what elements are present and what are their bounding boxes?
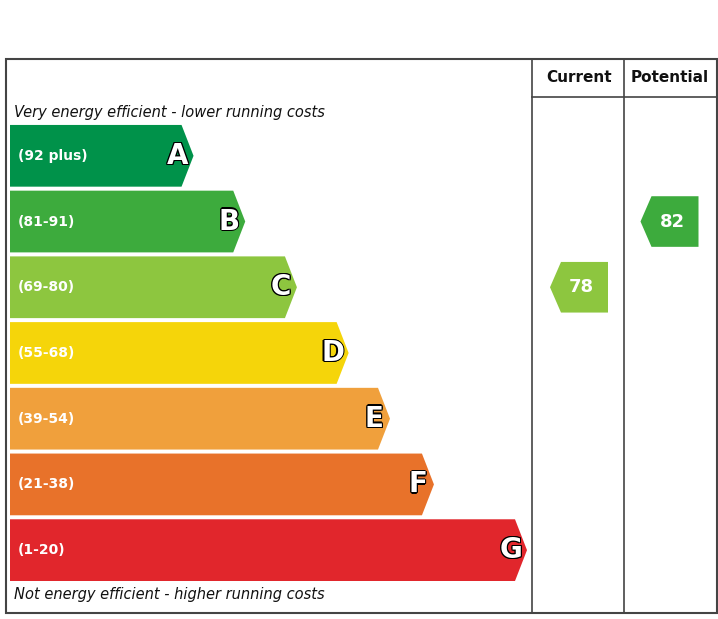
Text: D: D [322, 338, 345, 366]
Text: A: A [167, 141, 188, 168]
Text: G: G [500, 537, 523, 565]
Text: Not energy efficient - higher running costs: Not energy efficient - higher running co… [14, 587, 325, 602]
Text: (21-38): (21-38) [18, 477, 75, 491]
Text: F: F [409, 472, 427, 500]
Text: C: C [270, 274, 290, 302]
Text: A: A [167, 143, 188, 171]
Text: G: G [500, 535, 523, 563]
Text: E: E [364, 405, 383, 433]
Polygon shape [10, 256, 297, 318]
Text: A: A [166, 142, 187, 170]
Text: B: B [218, 207, 239, 235]
Text: D: D [321, 340, 344, 368]
Text: A: A [168, 142, 190, 170]
Text: G: G [499, 537, 521, 565]
Text: G: G [501, 536, 523, 564]
Text: C: C [271, 273, 291, 301]
Text: G: G [500, 537, 523, 565]
Text: G: G [498, 536, 521, 564]
Text: F: F [409, 470, 427, 498]
Polygon shape [10, 322, 349, 384]
Polygon shape [640, 196, 699, 247]
Text: A: A [167, 142, 189, 171]
Text: E: E [365, 404, 383, 431]
Text: B: B [218, 207, 238, 236]
Text: A: A [166, 142, 187, 171]
Text: (1-20): (1-20) [18, 543, 65, 557]
Polygon shape [10, 454, 434, 515]
Polygon shape [10, 388, 390, 449]
Text: C: C [269, 273, 290, 301]
Text: E: E [365, 406, 383, 434]
Text: E: E [365, 404, 384, 432]
Text: A: A [166, 141, 187, 169]
Text: B: B [219, 207, 240, 236]
Text: B: B [219, 209, 240, 236]
Text: F: F [409, 469, 427, 497]
Text: (55-68): (55-68) [18, 346, 75, 360]
Polygon shape [10, 191, 246, 253]
Text: C: C [270, 272, 290, 300]
Text: B: B [220, 207, 241, 235]
Text: G: G [500, 536, 523, 564]
Text: C: C [271, 274, 291, 303]
Text: F: F [409, 471, 428, 500]
Polygon shape [10, 519, 527, 581]
Text: D: D [321, 339, 344, 367]
Text: C: C [271, 274, 292, 302]
Text: Potential: Potential [630, 71, 709, 85]
Polygon shape [10, 125, 194, 187]
Text: Very energy efficient - lower running costs: Very energy efficient - lower running co… [14, 105, 325, 121]
Text: E: E [365, 405, 385, 433]
Text: F: F [410, 470, 429, 498]
Text: (81-91): (81-91) [18, 215, 75, 228]
Text: D: D [320, 340, 343, 368]
Text: E: E [364, 404, 383, 432]
Text: D: D [322, 339, 345, 367]
Text: D: D [322, 340, 345, 368]
Text: B: B [219, 206, 240, 235]
Text: (92 plus): (92 plus) [18, 149, 88, 163]
Text: 78: 78 [569, 279, 595, 297]
Text: C: C [271, 272, 291, 300]
Text: Energy Efficiency Rating: Energy Efficiency Rating [110, 12, 608, 45]
Text: Current: Current [546, 71, 612, 85]
Text: (39-54): (39-54) [18, 412, 75, 426]
Text: A: A [167, 142, 188, 170]
Text: E: E [363, 405, 382, 433]
Text: C: C [271, 272, 292, 300]
Text: E: E [365, 405, 383, 433]
Text: B: B [220, 209, 241, 236]
Text: F: F [409, 470, 428, 498]
Text: (69-80): (69-80) [18, 280, 75, 294]
Text: D: D [321, 338, 344, 366]
Text: D: D [320, 339, 343, 367]
Text: B: B [218, 209, 239, 236]
Text: E: E [365, 405, 384, 433]
Text: F: F [408, 470, 426, 498]
Text: G: G [500, 535, 523, 563]
Text: 82: 82 [660, 212, 685, 230]
Polygon shape [550, 262, 608, 313]
Text: B: B [220, 207, 241, 236]
Text: D: D [320, 338, 343, 366]
Text: C: C [272, 273, 292, 301]
Text: F: F [408, 471, 426, 500]
Text: F: F [407, 470, 426, 498]
Text: A: A [167, 141, 189, 169]
Text: G: G [499, 535, 521, 563]
